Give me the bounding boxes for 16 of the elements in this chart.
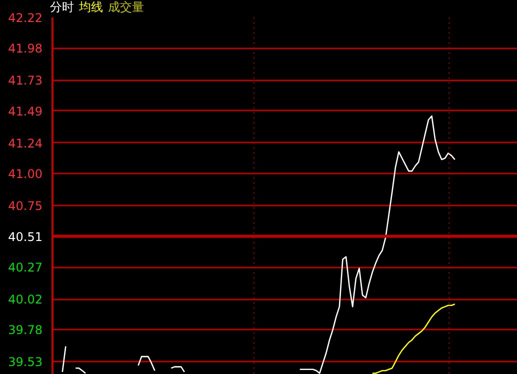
y-tick-label: 41.73 — [8, 74, 43, 88]
y-tick-label: 41.98 — [8, 42, 43, 56]
text: 成交量 — [108, 0, 144, 14]
y-tick-label: 41.49 — [8, 104, 43, 118]
y-tick-label: 39.53 — [8, 355, 43, 370]
y-tick-label: 41.00 — [8, 167, 43, 182]
y-tick-label: 40.27 — [8, 260, 43, 275]
y-tick-label: 39.78 — [8, 323, 43, 338]
text: 分时 — [50, 0, 74, 14]
y-tick-label: 40.51 — [8, 230, 43, 244]
y-tick-label: 42.22 — [8, 11, 43, 25]
text: 均线 — [79, 0, 103, 14]
y-tick-label: 40.75 — [8, 199, 43, 214]
line-series — [372, 303, 456, 374]
y-tick-label: 41.24 — [8, 136, 43, 150]
y-tick-label: 40.02 — [8, 292, 43, 307]
